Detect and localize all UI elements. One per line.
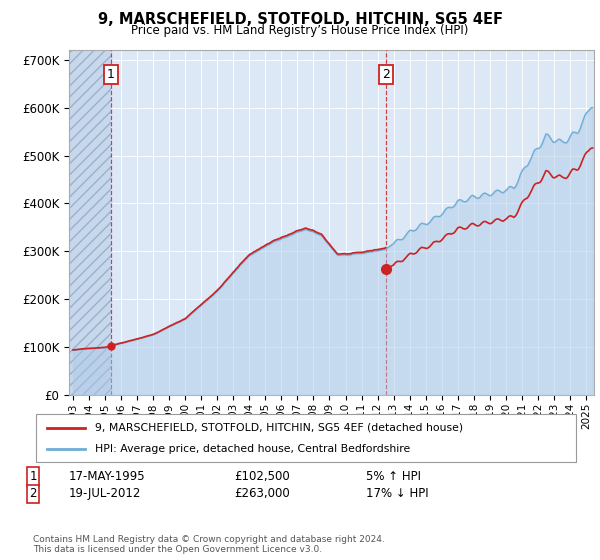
Text: £263,000: £263,000 — [234, 487, 290, 501]
Text: 17-MAY-1995: 17-MAY-1995 — [69, 470, 146, 483]
Text: 5% ↑ HPI: 5% ↑ HPI — [366, 470, 421, 483]
Text: £102,500: £102,500 — [234, 470, 290, 483]
Text: 17% ↓ HPI: 17% ↓ HPI — [366, 487, 428, 501]
Text: 1: 1 — [107, 68, 115, 81]
Text: 2: 2 — [382, 68, 390, 81]
Text: Contains HM Land Registry data © Crown copyright and database right 2024.
This d: Contains HM Land Registry data © Crown c… — [33, 535, 385, 554]
Text: 9, MARSCHEFIELD, STOTFOLD, HITCHIN, SG5 4EF: 9, MARSCHEFIELD, STOTFOLD, HITCHIN, SG5 … — [97, 12, 503, 27]
Text: 19-JUL-2012: 19-JUL-2012 — [69, 487, 142, 501]
Text: 2: 2 — [29, 487, 37, 501]
Text: HPI: Average price, detached house, Central Bedfordshire: HPI: Average price, detached house, Cent… — [95, 444, 410, 454]
Bar — [69, 50, 111, 395]
Text: 1: 1 — [29, 470, 37, 483]
Text: 9, MARSCHEFIELD, STOTFOLD, HITCHIN, SG5 4EF (detached house): 9, MARSCHEFIELD, STOTFOLD, HITCHIN, SG5 … — [95, 423, 464, 433]
Text: Price paid vs. HM Land Registry’s House Price Index (HPI): Price paid vs. HM Land Registry’s House … — [131, 24, 469, 36]
FancyBboxPatch shape — [36, 414, 576, 462]
